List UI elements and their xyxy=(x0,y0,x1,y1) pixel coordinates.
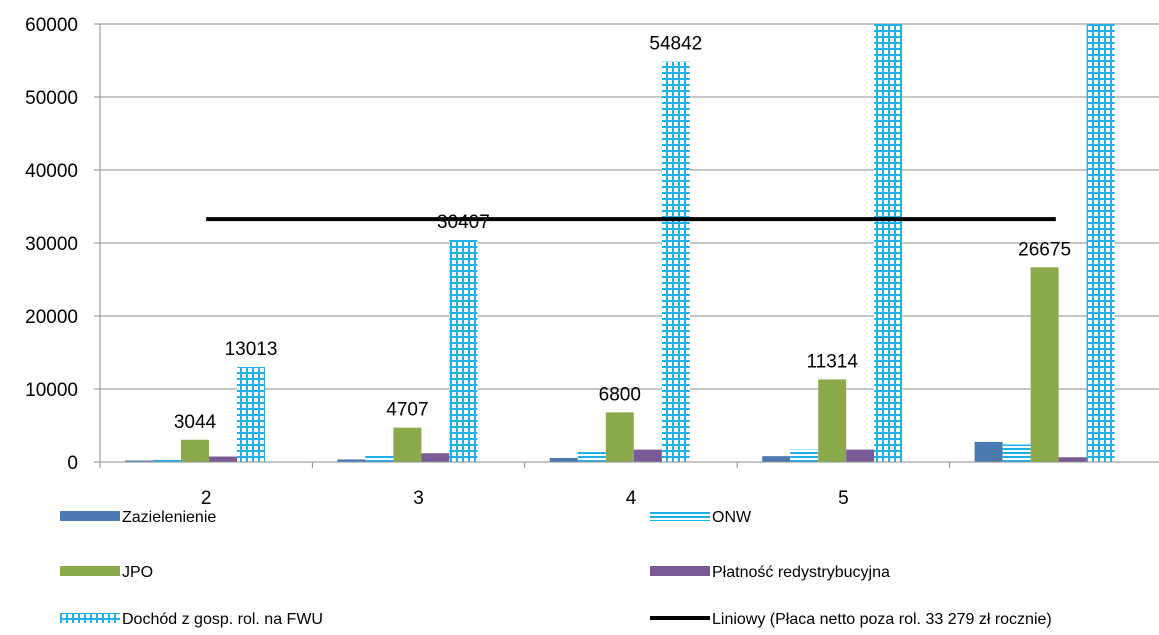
bar-zazielenienie xyxy=(125,460,153,462)
y-tick-label: 40000 xyxy=(25,161,78,182)
legend: Zazielenienie ONW JPO Płatność redystrybucy… xyxy=(60,509,1052,628)
bar-jpo xyxy=(605,412,634,462)
bar-dochod xyxy=(237,367,265,462)
category-label: 2 xyxy=(201,488,212,509)
data-label-dochod: 30407 xyxy=(437,212,490,233)
category-label: 3 xyxy=(413,488,424,509)
data-label-dochod: 54842 xyxy=(649,34,702,55)
legend-label-dochod: Dochód z gosp. rol. na FWU xyxy=(122,611,323,628)
legend-label-liniowy: Liniowy (Płaca netto poza rol. 33 279 zł… xyxy=(712,611,1052,628)
bar-dochod xyxy=(661,61,690,462)
y-tick-label: 20000 xyxy=(25,307,78,328)
data-label-jpo: 26675 xyxy=(1018,239,1071,260)
data-label-jpo: 11314 xyxy=(806,351,858,372)
bar-jpo xyxy=(181,439,209,462)
legend-label-onw: ONW xyxy=(712,509,752,526)
data-label-dochod: 13013 xyxy=(225,339,278,360)
y-tick-label: 10000 xyxy=(25,380,78,401)
legend-label-zazielenienie: Zazielenienie xyxy=(122,509,216,526)
legend-label-jpo: JPO xyxy=(122,564,153,581)
bar-zazielenienie xyxy=(549,457,578,462)
y-tick-label: 30000 xyxy=(25,234,78,255)
bar-onw xyxy=(153,458,181,462)
legend-swatch-zazielenienie xyxy=(60,511,120,521)
bar-onw xyxy=(1002,444,1031,462)
gridlines xyxy=(100,23,1159,390)
bar-jpo xyxy=(393,427,422,462)
y-tick-label: 60000 xyxy=(25,15,78,36)
data-label-jpo: 6800 xyxy=(599,384,641,405)
bar-redystrybucyjna xyxy=(846,449,875,462)
y-axis-ticks: 0 10000 20000 30000 40000 50000 60000 xyxy=(25,15,101,474)
bar-zazielenienie xyxy=(337,459,366,462)
bar-jpo xyxy=(1030,267,1059,462)
x-axis xyxy=(99,461,1159,468)
bar-zazielenienie xyxy=(974,441,1003,462)
legend-label-redystrybucyjna: Płatność redystrybucyjna xyxy=(712,564,890,581)
bar-onw xyxy=(790,449,819,462)
category-labels: 2 3 4 5 xyxy=(201,488,849,509)
bar-dochod xyxy=(449,240,478,462)
bar-jpo xyxy=(818,379,847,462)
bar-zazielenienie xyxy=(762,456,791,462)
bar-dochod xyxy=(1086,24,1115,462)
legend-swatch-redystrybucyjna xyxy=(650,566,710,576)
data-label-jpo: 3044 xyxy=(174,412,217,433)
bar-onw xyxy=(365,453,394,462)
data-label-jpo: 4707 xyxy=(386,400,428,421)
bar-onw xyxy=(577,451,606,462)
legend-swatch-onw xyxy=(650,511,710,521)
category-label: 4 xyxy=(626,488,637,509)
bar-dochod xyxy=(874,24,903,462)
bar-redystrybucyjna xyxy=(209,456,237,462)
y-tick-label: 50000 xyxy=(25,88,78,109)
data-labels: 3044 4707 6800 11314 26675 13013 30407 54842 xyxy=(174,34,1071,433)
y-tick-label: 0 xyxy=(67,453,78,474)
category-label: 5 xyxy=(838,488,849,509)
bar-redystrybucyjna xyxy=(1058,457,1087,462)
legend-swatch-dochod xyxy=(60,613,120,623)
legend-swatch-jpo xyxy=(60,566,120,576)
bars xyxy=(125,24,1115,462)
bar-redystrybucyjna xyxy=(421,453,450,462)
bar-redystrybucyjna xyxy=(633,449,662,462)
